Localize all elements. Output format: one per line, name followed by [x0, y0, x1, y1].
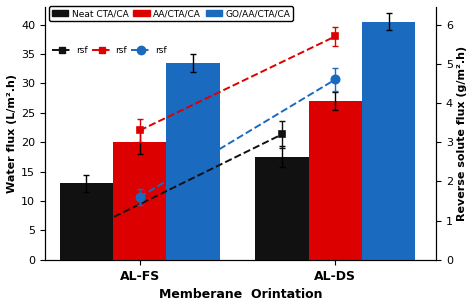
Y-axis label: Reverse solute flux (g/m².h): Reverse solute flux (g/m².h) — [457, 46, 467, 221]
Bar — [362, 22, 415, 260]
Bar — [60, 183, 113, 260]
Bar — [309, 101, 362, 260]
Bar — [166, 63, 220, 260]
Y-axis label: Water flux (L/m².h): Water flux (L/m².h) — [7, 74, 17, 193]
Legend: rsf, rsf, rsf: rsf, rsf, rsf — [49, 43, 169, 58]
X-axis label: Memberane  Orintation: Memberane Orintation — [159, 288, 322, 301]
Bar — [113, 142, 166, 260]
Bar — [255, 157, 309, 260]
